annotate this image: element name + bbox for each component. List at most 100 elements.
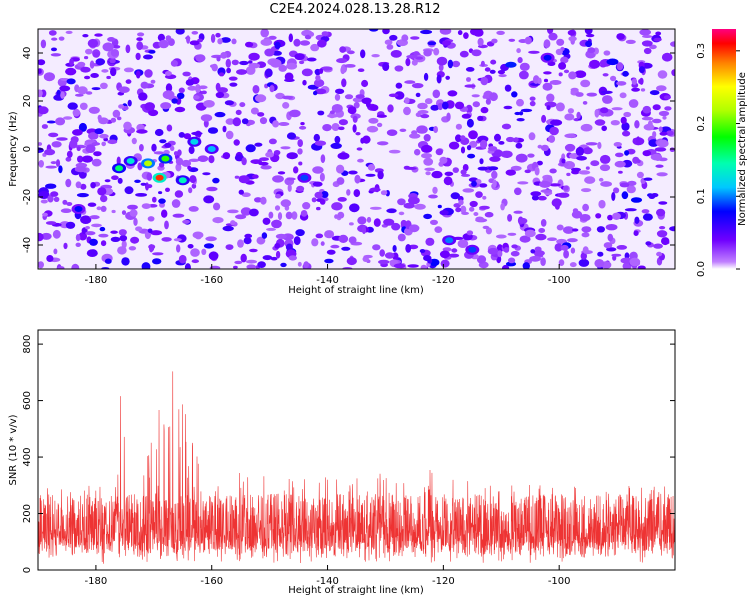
heatmap-cell	[606, 247, 617, 252]
heatmap-cell	[150, 79, 156, 84]
heatmap-cell	[560, 56, 569, 64]
heatmap-cell	[334, 135, 341, 144]
heatmap-cell	[519, 62, 530, 71]
heatmap-cell	[97, 187, 107, 196]
heatmap-cell	[170, 145, 175, 151]
heatmap-cell	[249, 208, 259, 217]
heatmap-cell	[585, 142, 598, 146]
heatmap-cell	[65, 30, 73, 34]
heatmap-cell	[338, 234, 349, 243]
heatmap-cell	[171, 199, 181, 208]
heatmap-cell	[376, 122, 383, 128]
heatmap-cell	[322, 124, 332, 132]
heatmap-cell	[238, 189, 244, 195]
heatmap-cell	[65, 156, 72, 162]
heatmap-cell	[334, 93, 341, 101]
heatmap-cell	[567, 108, 575, 114]
heatmap-cell	[540, 189, 553, 193]
heatmap-cell	[648, 193, 656, 199]
heatmap-cell	[38, 68, 42, 74]
heatmap-cell	[549, 126, 559, 136]
heatmap-cell	[191, 31, 199, 35]
heatmap-cell	[107, 37, 116, 42]
heatmap-hotspot	[161, 155, 170, 162]
heatmap-cell	[212, 217, 224, 224]
heatmap-cell	[166, 124, 173, 132]
heatmap-cell	[610, 75, 617, 82]
heatmap-cell	[268, 211, 274, 219]
heatmap-cell	[192, 231, 204, 239]
heatmap-cell	[87, 38, 99, 48]
heatmap-cell	[45, 221, 57, 225]
heatmap-cell	[285, 211, 293, 220]
heatmap-cell	[234, 260, 243, 265]
heatmap-cell	[128, 246, 137, 251]
heatmap-cell	[590, 160, 600, 167]
heatmap-cell	[451, 248, 458, 253]
heatmap-cell	[642, 35, 653, 38]
heatmap-cell	[286, 152, 298, 160]
heatmap-cell	[135, 70, 141, 79]
heatmap-cell	[407, 264, 419, 268]
heatmap-cell	[662, 115, 667, 120]
heatmap-cell	[434, 226, 443, 234]
heatmap-cell	[485, 98, 491, 105]
heatmap-cell	[479, 158, 484, 165]
heatmap-cell	[344, 64, 356, 68]
heatmap-cell	[439, 210, 449, 216]
heatmap-cell	[55, 117, 66, 126]
heatmap-cell	[286, 132, 297, 140]
heatmap-cell	[140, 182, 147, 186]
heatmap-cell	[543, 39, 551, 49]
heatmap-cell	[222, 125, 227, 133]
heatmap-cell	[319, 172, 325, 182]
heatmap-cell	[656, 85, 667, 92]
heatmap-cell	[254, 142, 263, 147]
heatmap-cell	[181, 159, 192, 167]
heatmap-cell	[203, 119, 209, 128]
heatmap-cell	[560, 244, 569, 251]
heatmap-cell	[370, 104, 379, 111]
heatmap-cell	[461, 113, 472, 119]
heatmap-cell	[642, 213, 653, 221]
y-tick-label: -40	[22, 237, 33, 253]
heatmap-cell	[45, 183, 57, 189]
heatmap-cell	[546, 105, 551, 111]
heatmap-cell	[599, 154, 611, 164]
heatmap-cell	[506, 136, 515, 143]
y-tick-label: 400	[22, 448, 33, 467]
heatmap-cell	[452, 167, 459, 174]
heatmap-cell	[339, 46, 347, 53]
heatmap-cell	[222, 225, 234, 232]
colorbar-label: Normalized spectral amplitude	[737, 72, 748, 226]
heatmap-cell	[38, 59, 46, 66]
heatmap-cell	[287, 184, 292, 192]
heatmap-cell	[293, 236, 301, 246]
heatmap-cell	[277, 171, 286, 175]
heatmap-cell	[72, 129, 83, 136]
heatmap-cell	[529, 96, 536, 101]
heatmap-cell	[314, 88, 327, 95]
heatmap-cell	[89, 215, 100, 220]
heatmap-cell	[507, 214, 513, 222]
heatmap-cell	[597, 251, 604, 257]
heatmap-hotspot	[155, 174, 164, 181]
heatmap-cell	[212, 177, 220, 184]
heatmap-cell	[320, 241, 325, 246]
heatmap-cells	[38, 29, 675, 269]
colorbar-tick-label: 0.3	[696, 43, 707, 59]
heatmap-cell	[260, 196, 267, 205]
heatmap-cell	[213, 202, 221, 211]
heatmap-cell	[265, 151, 274, 158]
heatmap-cell	[656, 251, 663, 257]
heatmap-cell	[416, 125, 428, 134]
heatmap-cell	[653, 243, 663, 249]
heatmap-cell	[311, 197, 317, 203]
heatmap-cell	[190, 248, 200, 257]
colorbar-tick-label: 0.1	[696, 188, 707, 204]
heatmap-cell	[335, 88, 345, 95]
heatmap-cell	[121, 210, 127, 216]
heatmap-cell	[319, 199, 326, 205]
heatmap-cell	[85, 226, 90, 230]
heatmap-cell	[671, 69, 675, 77]
